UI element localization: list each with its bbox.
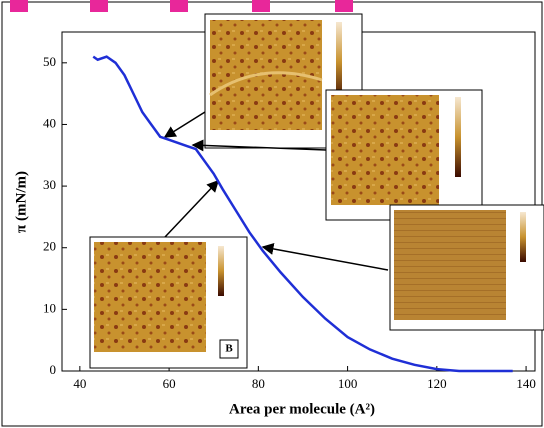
- x-tick-label: 120: [427, 376, 447, 391]
- x-tick-label: 80: [252, 376, 265, 391]
- x-axis-label: Area per molecule (A²): [229, 401, 375, 417]
- y-axis-label: π (mN/m): [13, 171, 29, 233]
- y-tick-label: 20: [43, 239, 56, 254]
- watermark: [10, 0, 353, 12]
- y-tick-label: 0: [50, 362, 57, 377]
- inset-label: B: [225, 343, 233, 355]
- y-tick-label: 30: [43, 177, 56, 192]
- y-tick-label: 10: [43, 300, 56, 315]
- axes: 40 60 80 100 120 140 0 10 20 30 40 50: [43, 31, 536, 391]
- y-tick-label: 40: [43, 115, 56, 130]
- x-tick-label: 60: [163, 376, 176, 391]
- y-tick-label: 50: [43, 54, 56, 69]
- arrows: [163, 111, 389, 271]
- x-tick-label: 140: [516, 376, 536, 391]
- insets: [89, 13, 544, 369]
- x-tick-label: 40: [73, 376, 86, 391]
- data-line: [92, 55, 513, 373]
- x-tick-label: 100: [338, 376, 358, 391]
